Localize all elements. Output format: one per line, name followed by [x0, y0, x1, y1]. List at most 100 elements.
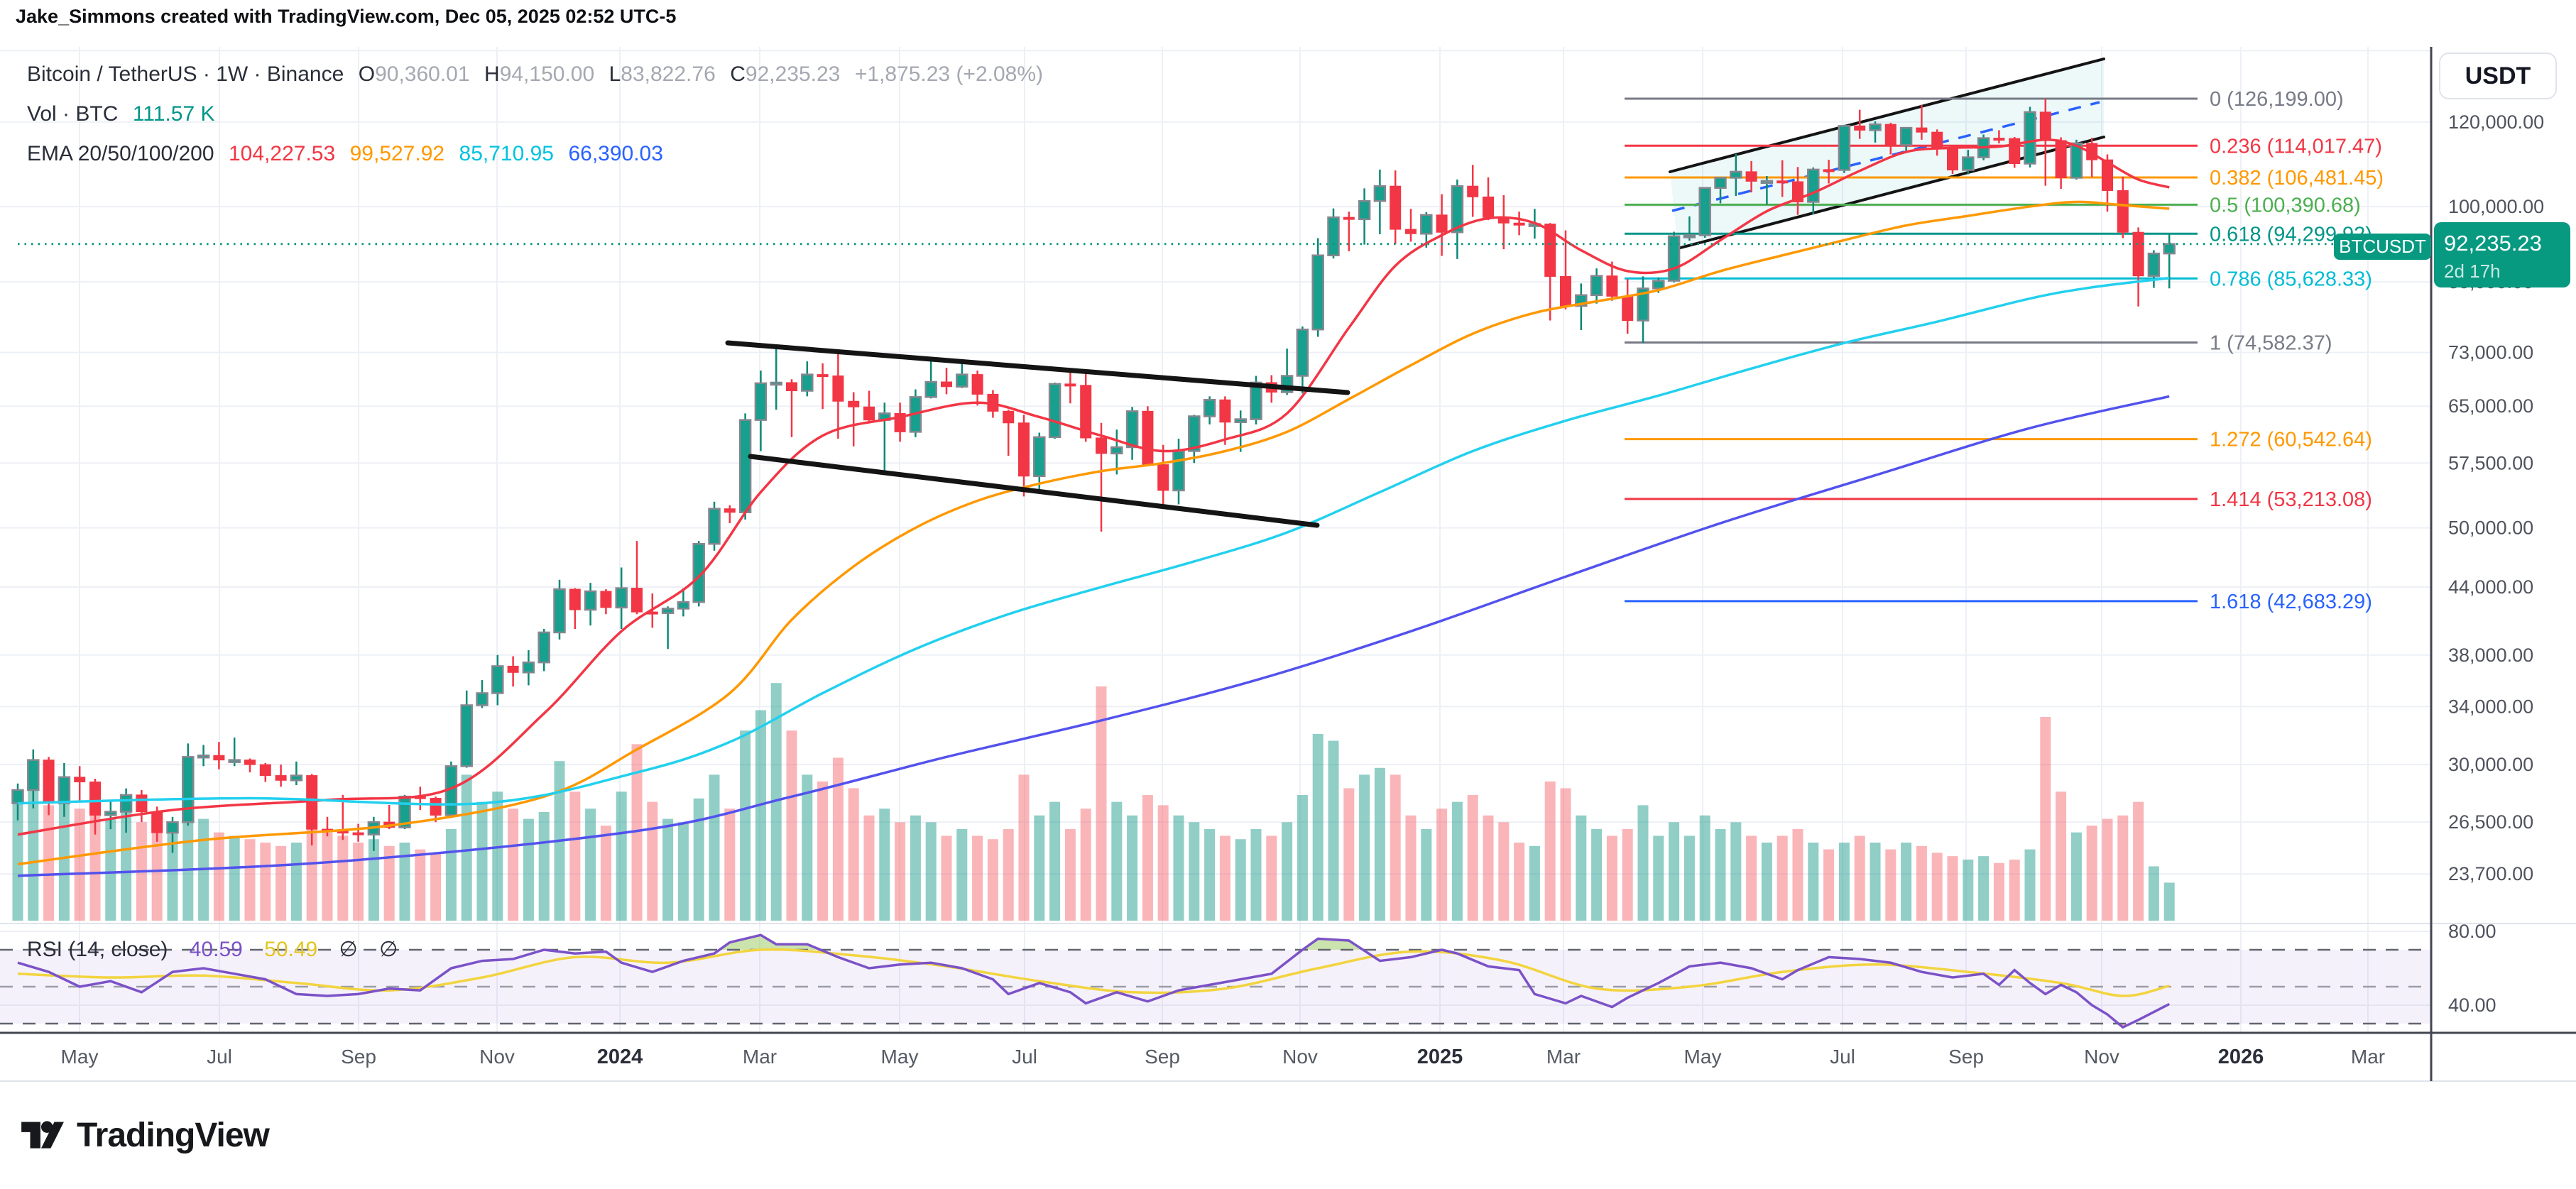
candle[interactable]	[1869, 121, 1882, 143]
candle[interactable]	[43, 757, 55, 816]
candle[interactable]	[661, 606, 675, 650]
candle[interactable]	[1947, 146, 1958, 174]
candle[interactable]	[104, 801, 117, 830]
candle[interactable]	[259, 762, 271, 782]
candle[interactable]	[1343, 212, 1355, 251]
tradingview-logo[interactable]: TradingView	[18, 1112, 270, 1158]
volume-legend-row[interactable]: Vol · BTC 111.57 K	[27, 104, 1043, 125]
price-axis-currency-button[interactable]: USDT	[2439, 53, 2557, 99]
candle[interactable]	[2039, 98, 2051, 186]
candle[interactable]	[1884, 122, 1896, 155]
candle[interactable]	[1296, 326, 1309, 394]
candle[interactable]	[1854, 109, 1866, 139]
candle[interactable]	[708, 501, 721, 551]
candle[interactable]	[2132, 227, 2144, 307]
candle[interactable]	[1188, 415, 1201, 464]
candle[interactable]	[522, 650, 535, 686]
time-axis-labels[interactable]: May Jul Sep Nov 2024 Mar May Jul Sep Nov 2025 Mar Ma…	[61, 1046, 2386, 1068]
ema-label[interactable]: EMA 20/50/100/200	[27, 142, 214, 165]
candle[interactable]	[832, 354, 844, 439]
candle[interactable]	[584, 583, 597, 626]
candle[interactable]	[1157, 444, 1169, 505]
candle[interactable]	[924, 359, 937, 399]
candle[interactable]	[1096, 422, 1107, 532]
candle[interactable]	[166, 816, 179, 853]
candle[interactable]	[491, 654, 504, 706]
candle[interactable]	[941, 368, 952, 395]
candle[interactable]	[1823, 160, 1835, 184]
candle[interactable]	[1683, 216, 1696, 241]
candle[interactable]	[692, 541, 705, 607]
candle[interactable]	[1064, 372, 1076, 404]
candle[interactable]	[213, 742, 225, 769]
candle[interactable]	[1560, 230, 1571, 309]
candle[interactable]	[1513, 212, 1525, 236]
candle[interactable]	[754, 370, 768, 451]
candle[interactable]	[1993, 130, 2005, 143]
candle[interactable]	[848, 392, 860, 446]
candle[interactable]	[1497, 194, 1510, 250]
candle[interactable]	[1142, 406, 1154, 466]
candle[interactable]	[1575, 283, 1588, 331]
candle[interactable]	[1730, 153, 1742, 197]
candle[interactable]	[817, 363, 829, 410]
candle[interactable]	[2009, 136, 2021, 168]
candle[interactable]	[352, 823, 364, 842]
candle[interactable]	[1033, 432, 1046, 490]
candle[interactable]	[1436, 194, 1448, 256]
rsi-legend-row[interactable]: RSI (14, close) 40.59 50.49 ∅ ∅	[27, 937, 413, 962]
candle[interactable]	[1467, 165, 1479, 217]
candle[interactable]	[1916, 104, 1928, 140]
candle[interactable]	[1637, 276, 1649, 344]
candle[interactable]	[2070, 139, 2083, 180]
candle[interactable]	[244, 758, 256, 773]
candle[interactable]	[1451, 179, 1464, 259]
candle[interactable]	[58, 762, 71, 817]
candle[interactable]	[182, 743, 195, 826]
candle[interactable]	[197, 745, 210, 767]
candle[interactable]	[786, 379, 797, 437]
candle[interactable]	[1125, 407, 1139, 460]
candle[interactable]	[1234, 410, 1247, 452]
candle[interactable]	[615, 567, 628, 630]
last-price-axis-badge[interactable]: 92,235.23 2d 17h	[2434, 222, 2570, 287]
candle[interactable]	[2163, 234, 2176, 289]
candle[interactable]	[1172, 439, 1185, 505]
candle[interactable]	[1358, 188, 1371, 245]
candle[interactable]	[1745, 160, 1757, 193]
candle[interactable]	[136, 789, 148, 823]
candle[interactable]	[1760, 175, 1774, 205]
symbol-title[interactable]: Bitcoin / TetherUS · 1W · Binance	[27, 62, 344, 86]
candle[interactable]	[1714, 177, 1727, 204]
candle[interactable]	[2024, 106, 2036, 168]
candle[interactable]	[1777, 160, 1789, 197]
candle[interactable]	[553, 579, 566, 640]
candle[interactable]	[569, 588, 581, 630]
candle[interactable]	[2147, 250, 2161, 288]
candle[interactable]	[1327, 208, 1340, 259]
candle[interactable]	[460, 690, 473, 768]
candle[interactable]	[27, 749, 40, 809]
candle[interactable]	[956, 359, 968, 388]
candle[interactable]	[631, 541, 643, 615]
candle[interactable]	[1667, 231, 1681, 283]
candle[interactable]	[1420, 212, 1433, 248]
candle[interactable]	[1622, 279, 1634, 334]
candle[interactable]	[1003, 410, 1015, 456]
candle[interactable]	[801, 361, 814, 397]
candle[interactable]	[430, 796, 442, 823]
candle[interactable]	[11, 783, 24, 821]
candle[interactable]	[1590, 268, 1603, 304]
candle[interactable]	[1838, 124, 1851, 173]
candle[interactable]	[414, 787, 426, 811]
candle[interactable]	[878, 402, 891, 471]
candle[interactable]	[306, 774, 318, 845]
candle[interactable]	[1048, 382, 1061, 439]
candle[interactable]	[2055, 137, 2067, 189]
candle[interactable]	[476, 680, 489, 708]
candle[interactable]	[2086, 138, 2098, 177]
chart-legend[interactable]: Bitcoin / TetherUS · 1W · Binance O90,36…	[27, 64, 1043, 183]
candle[interactable]	[1606, 261, 1618, 301]
rsi-label[interactable]: RSI (14, close)	[27, 938, 168, 961]
